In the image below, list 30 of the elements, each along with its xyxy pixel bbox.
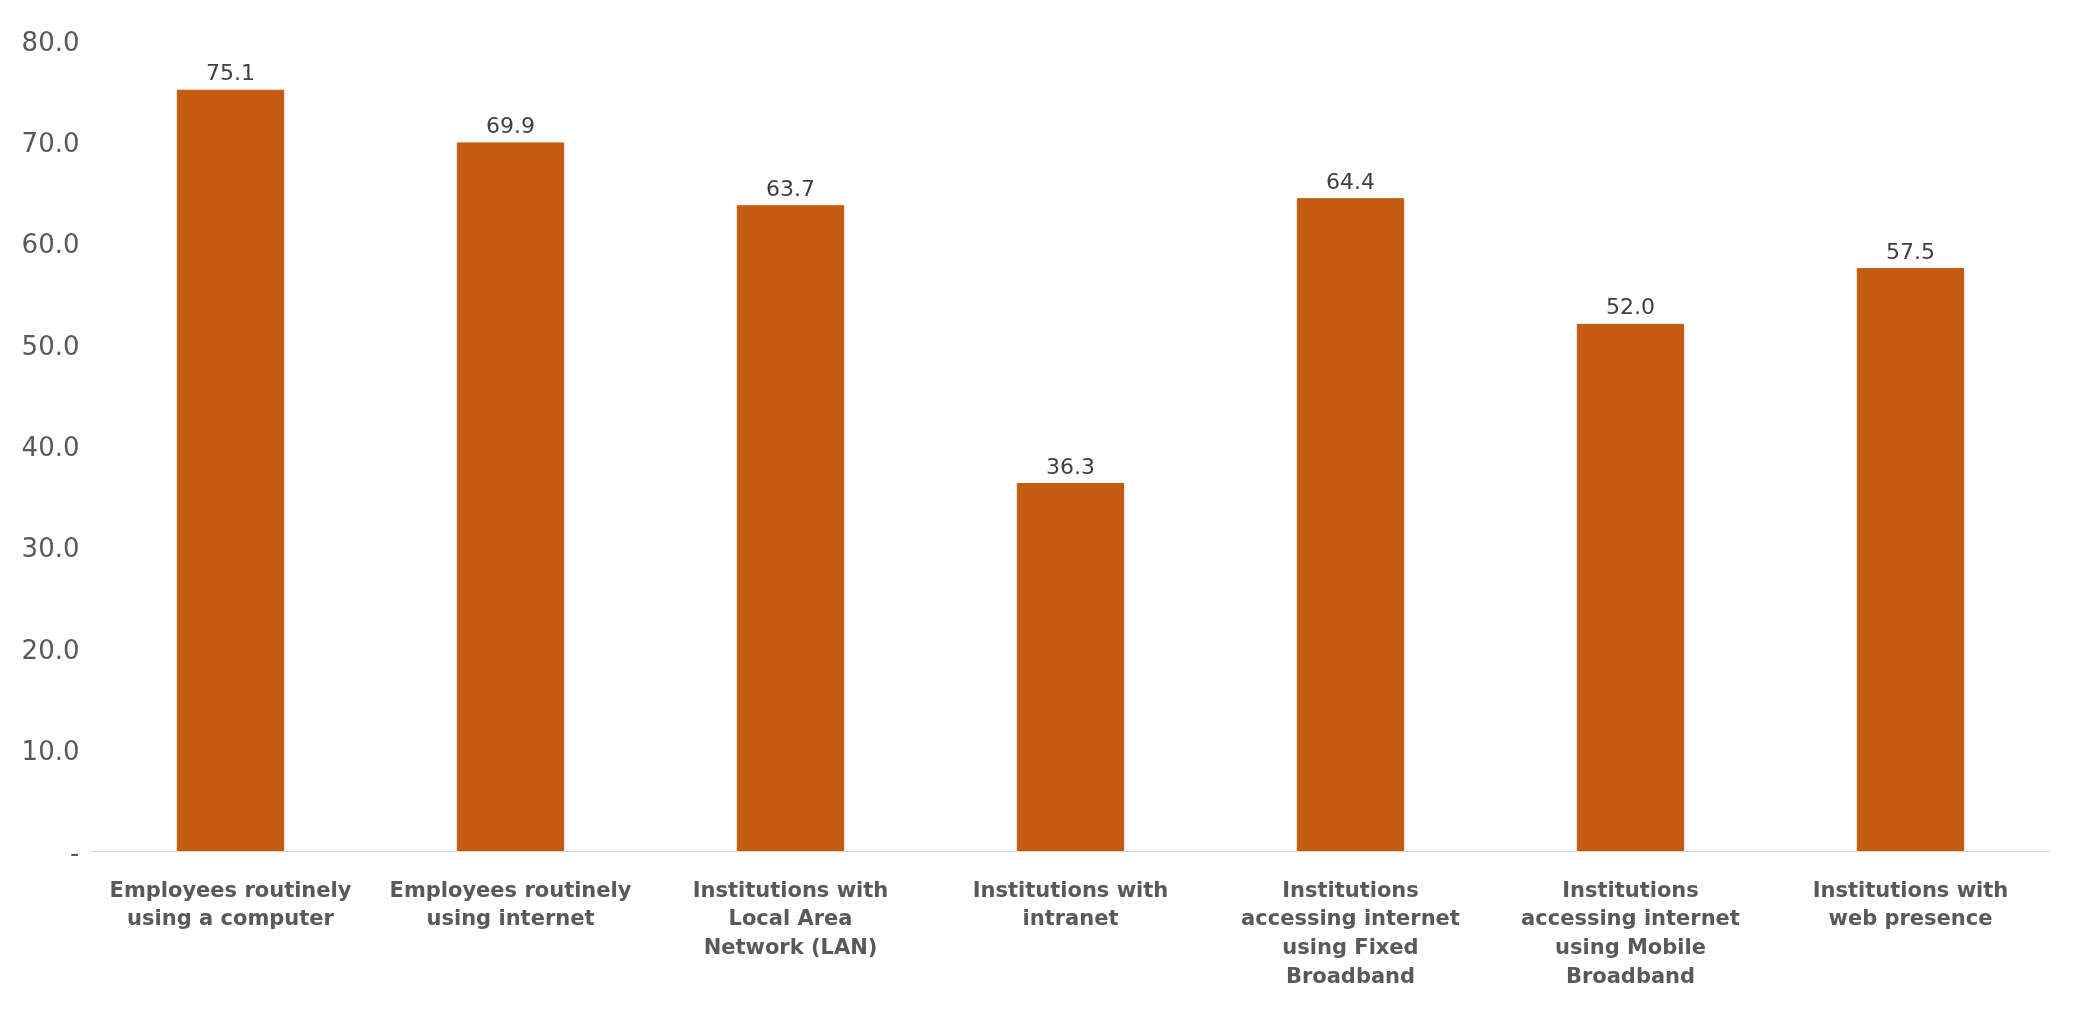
data-label: 69.9 bbox=[486, 112, 535, 138]
bar bbox=[456, 142, 565, 852]
bar bbox=[736, 205, 845, 852]
bar bbox=[1296, 198, 1405, 852]
x-tick-label: Institutions with intranet bbox=[972, 877, 1169, 931]
bar bbox=[1016, 483, 1125, 852]
data-label: 75.1 bbox=[206, 60, 255, 86]
y-tick-label: 60.0 bbox=[21, 229, 80, 260]
x-tick-label: Institutions accessing internet using Fixed Broadband bbox=[1241, 877, 1460, 988]
y-tick-label: - bbox=[70, 837, 80, 868]
y-tick-label: 80.0 bbox=[21, 26, 80, 57]
bar bbox=[1856, 268, 1965, 852]
bar bbox=[176, 89, 285, 852]
data-label: 63.7 bbox=[766, 175, 815, 201]
x-tick-label: Institutions with Local Area Network (LAN) bbox=[692, 877, 889, 960]
y-tick-label: 20.0 bbox=[21, 634, 80, 665]
y-tick-label: 70.0 bbox=[21, 127, 80, 158]
data-label: 52.0 bbox=[1606, 294, 1655, 320]
y-tick-label: 40.0 bbox=[21, 432, 80, 462]
x-tick-label: Institutions with web presence bbox=[1812, 877, 2009, 931]
x-tick-label: Institutions accessing internet using Mobile Broadband bbox=[1521, 877, 1740, 988]
y-tick-label: 30.0 bbox=[21, 533, 80, 564]
data-label: 64.4 bbox=[1326, 168, 1375, 194]
y-tick-label: 10.0 bbox=[21, 736, 80, 767]
data-label: 57.5 bbox=[1886, 238, 1935, 264]
y-tick-label: 50.0 bbox=[21, 330, 80, 361]
x-tick-label: Employees routinely using internet bbox=[389, 877, 632, 931]
data-label: 36.3 bbox=[1046, 453, 1095, 479]
bar bbox=[1576, 323, 1685, 852]
x-tick-label: Employees routinely using a computer bbox=[109, 877, 352, 931]
